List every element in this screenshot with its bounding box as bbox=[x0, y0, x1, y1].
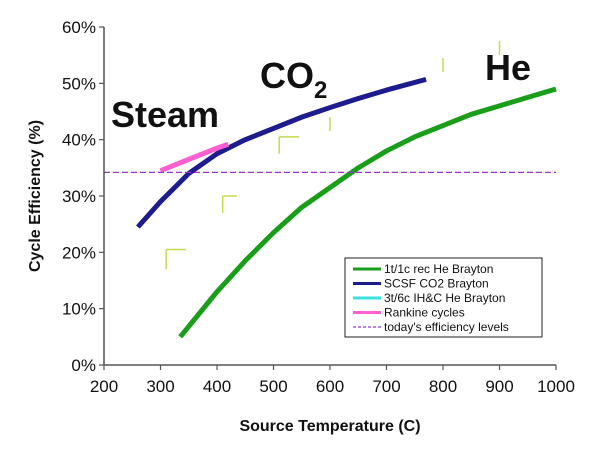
annotation-co2: CO2 bbox=[260, 55, 327, 104]
annotation-he: He bbox=[485, 47, 531, 88]
annotation-co2-main: CO bbox=[260, 55, 314, 96]
series-line-2 bbox=[136, 76, 427, 229]
series-line-1 bbox=[178, 86, 557, 339]
annotation-steam: Steam bbox=[111, 94, 219, 135]
x-tick-label: 500 bbox=[259, 377, 287, 396]
annotation-co2-subscript: 2 bbox=[314, 77, 327, 104]
axes: 200 300 400 500 600 700 800 900 1000 0% 10% 20% 30% 4… bbox=[62, 18, 575, 396]
y-tick-label: 10% bbox=[62, 300, 96, 319]
y-tick-label: 60% bbox=[62, 18, 96, 37]
x-tick-label: 200 bbox=[90, 377, 118, 396]
y-tick-label: 0% bbox=[71, 356, 96, 375]
y-tick-label: 50% bbox=[62, 74, 96, 93]
y-tick-label: 20% bbox=[62, 243, 96, 262]
x-tick-label: 1000 bbox=[537, 377, 575, 396]
x-tick-label: 900 bbox=[485, 377, 513, 396]
x-tick-label: 300 bbox=[146, 377, 174, 396]
y-axis-title: Cycle Efficiency (%) bbox=[27, 120, 44, 272]
plot-area bbox=[104, 41, 557, 339]
legend-label: 3t/6c IH&C He Brayton bbox=[384, 291, 505, 305]
legend-label: Rankine cycles bbox=[384, 306, 465, 320]
legend-label: 1t/1c rec He Brayton bbox=[384, 262, 493, 276]
x-axis-title: Source Temperature (C) bbox=[239, 418, 420, 435]
y-tick-label: 40% bbox=[62, 131, 96, 150]
x-tick-label: 800 bbox=[429, 377, 457, 396]
legend-label: today's efficiency levels bbox=[384, 320, 509, 334]
x-tick-label: 600 bbox=[316, 377, 344, 396]
legend-label: SCSF CO2 Brayton bbox=[384, 277, 489, 291]
series-line-4 bbox=[159, 141, 230, 173]
x-tick-label: 700 bbox=[372, 377, 400, 396]
y-tick-label: 30% bbox=[62, 187, 96, 206]
x-tick-label: 400 bbox=[203, 377, 231, 396]
